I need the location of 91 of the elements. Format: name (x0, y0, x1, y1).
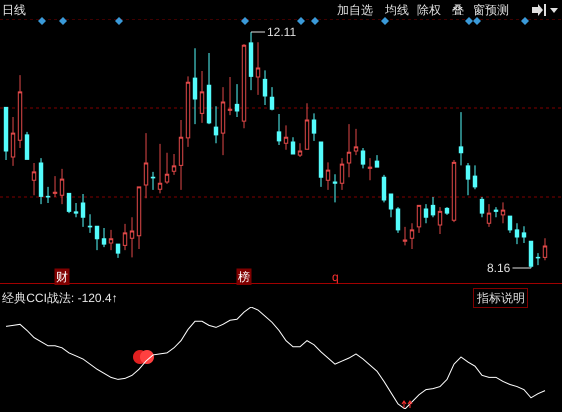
annotation: 8.16 (487, 261, 511, 275)
candlestick (172, 153, 176, 176)
candlestick (416, 204, 422, 234)
candlestick (164, 152, 170, 184)
candlestick (88, 214, 92, 234)
annotation: 榜 (238, 270, 250, 284)
text: 预测 (485, 3, 509, 17)
candlestick (410, 222, 414, 250)
candlestick (396, 206, 400, 234)
candlestick (192, 48, 198, 125)
candlestick (472, 164, 478, 190)
candlestick (312, 112, 316, 142)
text: 除权 (417, 3, 441, 17)
annotation: 财 (56, 270, 68, 284)
candlestick (52, 176, 58, 198)
candlestick (522, 226, 526, 244)
candlestick (228, 76, 232, 116)
candlestick (18, 74, 22, 149)
candlestick (46, 186, 50, 204)
candlestick (374, 154, 380, 168)
candlestick (158, 143, 162, 194)
candlestick (354, 128, 358, 156)
candlestick (66, 192, 72, 214)
candlestick (94, 226, 100, 251)
candlestick (220, 86, 226, 156)
candlestick (150, 171, 156, 190)
candlestick (4, 106, 8, 160)
candlestick (262, 70, 268, 106)
candlestick (60, 168, 64, 205)
candlestick (80, 194, 86, 228)
annotation: q (332, 270, 339, 284)
candlestick (242, 44, 246, 129)
candlestick (298, 142, 302, 158)
candlestick (102, 228, 106, 248)
candlestick (74, 202, 78, 218)
candlestick (430, 196, 436, 218)
candlestick (256, 42, 260, 96)
candlestick (326, 162, 330, 190)
candlestick (284, 124, 288, 150)
chart-title: 经典CCI战法: -120.4↑ (2, 291, 118, 306)
candlestick (270, 86, 274, 111)
candlestick (508, 216, 512, 234)
candlestick (116, 244, 120, 258)
candlestick (382, 174, 386, 203)
annotation: 12.11 (267, 25, 296, 39)
candlestick (494, 206, 498, 218)
candlestick (480, 196, 484, 218)
candlestick (122, 223, 128, 251)
candlestick (318, 142, 324, 188)
candlestick (24, 131, 30, 160)
candlestick (276, 113, 282, 146)
candlestick (178, 119, 184, 190)
candlestick (304, 102, 310, 150)
candlestick (290, 136, 296, 154)
candlestick (136, 186, 142, 250)
text: 叠 (452, 3, 464, 17)
candlestick (10, 116, 16, 166)
candlestick (108, 229, 114, 251)
candlestick (346, 124, 352, 178)
candlestick (438, 206, 442, 235)
candlestick (424, 204, 428, 224)
candlestick (38, 158, 44, 205)
text: 窗 (473, 3, 485, 17)
candlestick (458, 112, 464, 166)
text: 加自选 (337, 3, 373, 17)
chart-title: 日线 (2, 3, 26, 18)
candlestick (234, 84, 240, 118)
candlestick (536, 252, 540, 266)
candlestick (186, 76, 190, 148)
candlestick (466, 162, 470, 196)
candlestick (332, 174, 338, 203)
candlestick (388, 194, 394, 218)
candlestick (368, 158, 372, 181)
candlestick (214, 106, 218, 144)
candlestick (130, 216, 134, 258)
candlestick (206, 52, 212, 125)
candlestick (32, 162, 36, 196)
candlestick (340, 158, 344, 190)
candlestick (542, 238, 548, 261)
candlestick (452, 159, 456, 223)
candlestick (528, 240, 534, 269)
candlestick (200, 70, 204, 124)
candlestick (144, 132, 148, 199)
candlestick (486, 204, 492, 228)
text: 均线 (384, 3, 409, 17)
candlestick (248, 32, 254, 91)
text: 指标说明 (476, 291, 525, 305)
candlestick (360, 148, 366, 169)
candlestick (500, 202, 506, 224)
candlestick (514, 222, 520, 245)
candlestick (402, 226, 408, 246)
